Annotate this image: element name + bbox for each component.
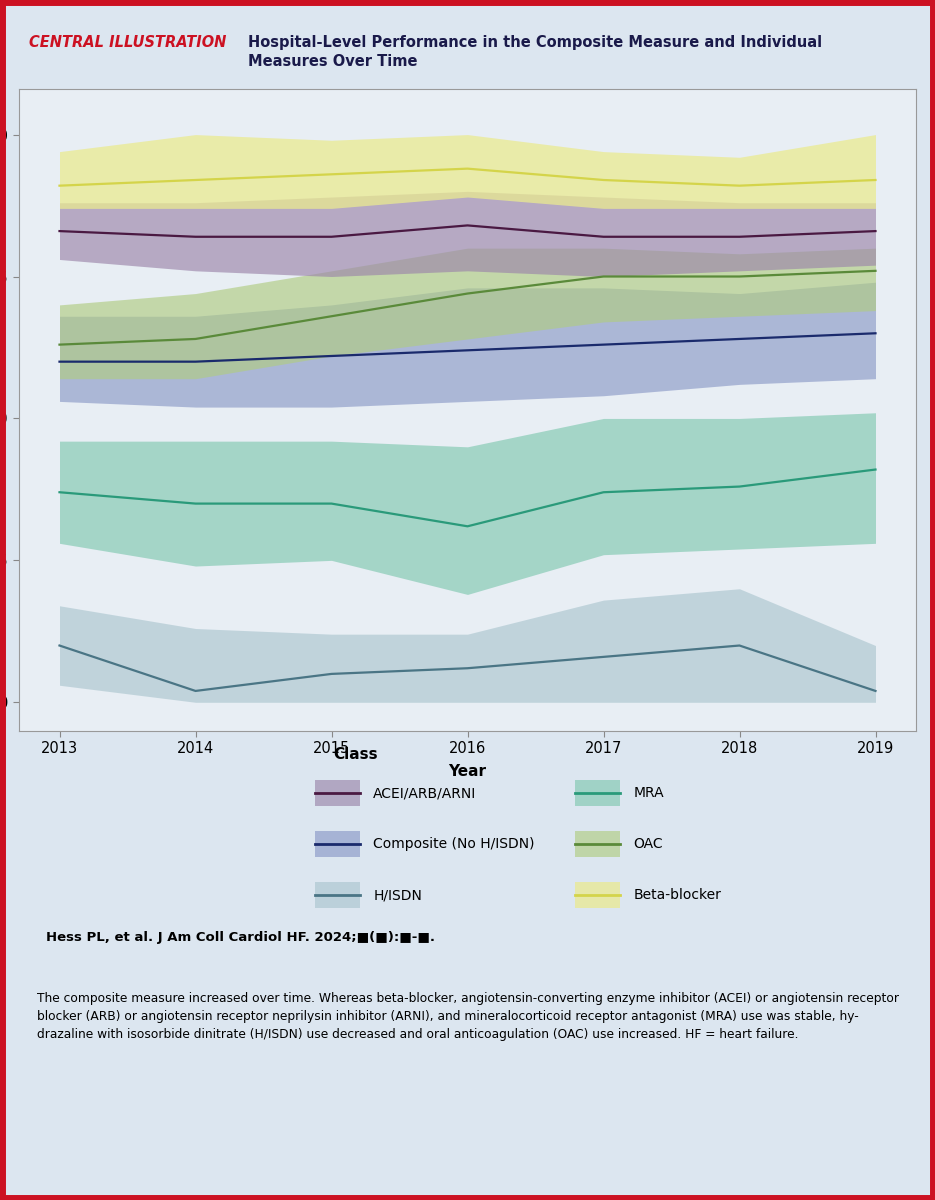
Text: ACEI/ARB/ARNI: ACEI/ARB/ARNI	[373, 786, 477, 800]
Text: Composite (No H/ISDN): Composite (No H/ISDN)	[373, 838, 535, 851]
Text: Beta-blocker: Beta-blocker	[634, 888, 722, 902]
Text: H/ISDN: H/ISDN	[373, 888, 422, 902]
FancyBboxPatch shape	[575, 882, 620, 908]
Text: CENTRAL ILLUSTRATION: CENTRAL ILLUSTRATION	[30, 35, 227, 50]
FancyBboxPatch shape	[315, 882, 360, 908]
X-axis label: Year: Year	[449, 764, 486, 780]
Text: Hess PL, et al. J Am Coll Cardiol HF. 2024;■(■):■-■.: Hess PL, et al. J Am Coll Cardiol HF. 20…	[46, 931, 435, 944]
Text: MRA: MRA	[634, 786, 664, 800]
FancyBboxPatch shape	[575, 832, 620, 857]
Text: The composite measure increased over time. Whereas beta-blocker, angiotensin-con: The composite measure increased over tim…	[36, 992, 899, 1042]
FancyBboxPatch shape	[315, 832, 360, 857]
Text: Hospital-Level Performance in the Composite Measure and Individual
Measures Over: Hospital-Level Performance in the Compos…	[248, 35, 822, 68]
FancyBboxPatch shape	[315, 780, 360, 806]
Text: OAC: OAC	[634, 838, 663, 851]
Text: Class: Class	[333, 746, 378, 762]
FancyBboxPatch shape	[575, 780, 620, 806]
